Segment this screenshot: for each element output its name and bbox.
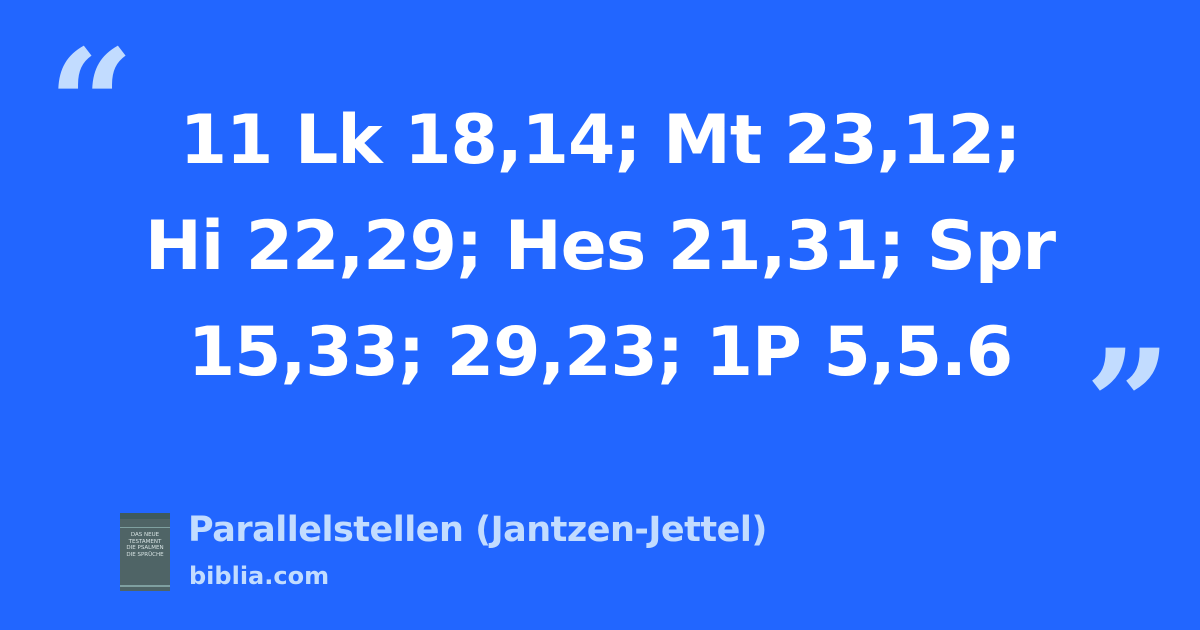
cover-stripe [120,585,170,587]
book-cover-image: DAS NEUE TESTAMENT DIE PSALMEN DIE SPRÜC… [120,513,170,591]
cover-title: DAS NEUE TESTAMENT DIE PSALMEN DIE SPRÜC… [120,528,170,558]
quote-text: 11 Lk 18,14; Mt 23,12; Hi 22,29; Hes 21,… [110,88,1090,406]
quote-line: Hi 22,29; Hes 21,31; Spr [144,207,1056,286]
cover-line: TESTAMENT [128,538,162,545]
cover-authors [120,519,170,528]
cover-line: DIE PSALMEN [126,545,164,551]
cover-line: DIE SPRÜCHE [126,551,164,558]
close-quote-icon: ” [1085,317,1172,493]
source-site: biblia.com [189,562,330,590]
cover-line: DAS NEUE [130,532,160,538]
quote-line: 11 Lk 18,14; Mt 23,12; [179,101,1022,180]
source-title: Parallelstellen (Jantzen-Jettel) [188,510,767,550]
open-quote-icon: “ [48,17,135,193]
quote-line: 15,33; 29,23; 1P 5,5.6 [187,313,1013,392]
